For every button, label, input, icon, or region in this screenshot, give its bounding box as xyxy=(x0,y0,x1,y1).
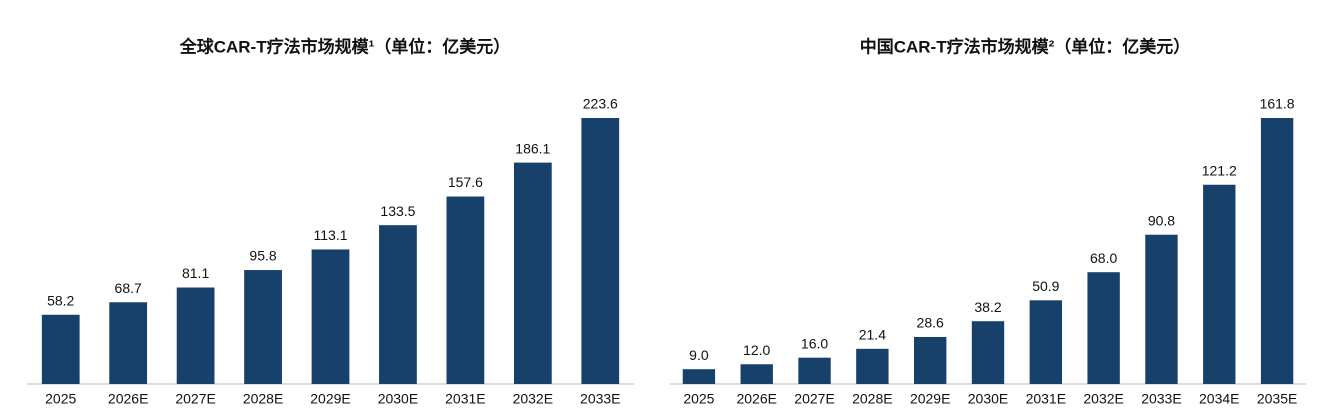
x-tick-label: 2030E xyxy=(968,391,1008,407)
x-tick-label: 2034E xyxy=(1199,391,1239,407)
x-tick-label: 2029E xyxy=(910,391,950,407)
x-tick-label: 2028E xyxy=(852,391,892,407)
data-label: 223.6 xyxy=(583,96,618,112)
x-tick-label: 2033E xyxy=(1141,391,1181,407)
bar xyxy=(798,357,831,384)
data-label: 12.0 xyxy=(743,342,770,358)
bar xyxy=(1260,118,1294,384)
data-label: 68.0 xyxy=(1090,250,1117,266)
chart-title: 全球CAR-T疗法市场规模¹（单位：亿美元） xyxy=(179,36,511,56)
data-label: 161.8 xyxy=(1260,96,1295,112)
data-label: 16.0 xyxy=(801,335,828,351)
chart-title: 中国CAR-T疗法市场规模²（单位：亿美元） xyxy=(860,36,1191,56)
bar xyxy=(856,348,889,384)
x-tick-label: 2031E xyxy=(1026,391,1066,407)
data-label: 68.7 xyxy=(115,280,142,296)
bar xyxy=(581,118,620,384)
bar xyxy=(109,302,148,384)
bar xyxy=(1087,272,1120,384)
x-tick-label: 2026E xyxy=(108,391,148,407)
data-label: 81.1 xyxy=(182,265,209,281)
bar xyxy=(513,162,552,384)
data-label: 157.6 xyxy=(448,174,483,190)
data-label: 50.9 xyxy=(1032,278,1059,294)
bar xyxy=(379,225,417,384)
bar xyxy=(311,249,350,384)
data-label: 133.5 xyxy=(380,203,415,219)
bar xyxy=(682,369,716,384)
bar xyxy=(1203,184,1236,384)
x-tick-label: 2029E xyxy=(310,391,350,407)
bar xyxy=(41,314,80,384)
data-label: 186.1 xyxy=(515,140,550,156)
x-tick-label: 2032E xyxy=(513,391,553,407)
data-label: 9.0 xyxy=(689,347,709,363)
x-tick-label: 2025 xyxy=(683,391,714,407)
data-label: 38.2 xyxy=(974,299,1001,315)
x-tick-label: 2027E xyxy=(175,391,215,407)
bar xyxy=(176,287,215,384)
x-tick-label: 2028E xyxy=(243,391,283,407)
data-label: 21.4 xyxy=(859,327,886,343)
x-tick-label: 2032E xyxy=(1083,391,1123,407)
data-label: 121.2 xyxy=(1202,162,1237,178)
bar xyxy=(1029,300,1063,384)
bar xyxy=(1145,234,1178,384)
bar xyxy=(244,270,282,384)
x-tick-label: 2033E xyxy=(580,391,620,407)
data-label: 113.1 xyxy=(314,227,348,243)
x-tick-label: 2025 xyxy=(45,391,76,407)
data-label: 28.6 xyxy=(917,315,944,331)
bar xyxy=(913,336,947,384)
x-tick-label: 2035E xyxy=(1257,391,1297,407)
data-label: 58.2 xyxy=(47,292,74,308)
data-label: 95.8 xyxy=(249,248,276,264)
x-tick-label: 2026E xyxy=(736,391,776,407)
bar xyxy=(971,321,1005,384)
x-tick-label: 2027E xyxy=(794,391,834,407)
data-label: 90.8 xyxy=(1148,212,1175,228)
x-tick-label: 2031E xyxy=(445,391,485,407)
bar xyxy=(446,196,485,384)
bar xyxy=(740,364,773,384)
x-tick-label: 2030E xyxy=(378,391,418,407)
